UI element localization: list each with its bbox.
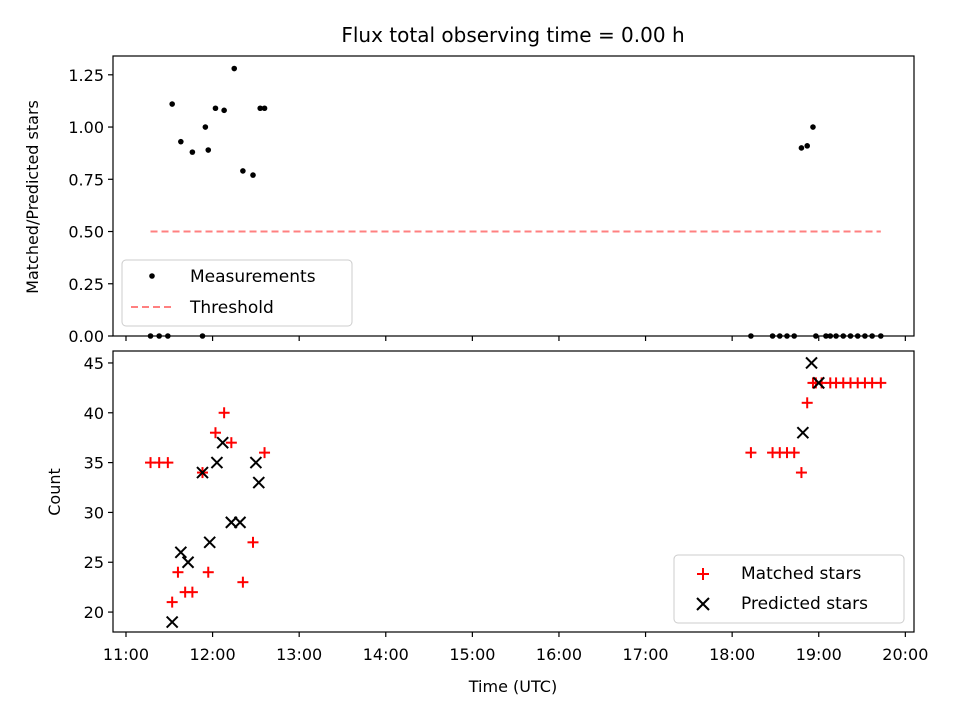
- predicted-star-point: [252, 476, 265, 489]
- top-panel-title: Flux total observing time = 0.00 h: [341, 23, 684, 47]
- bottom-y-tick-label: 45: [84, 354, 104, 373]
- predicted-star-point: [796, 426, 810, 439]
- matched-star-point: [218, 407, 230, 419]
- predicted-star-point: [165, 615, 179, 629]
- legend-measurements-label: Measurements: [190, 267, 316, 287]
- bottom-y-tick-label: 40: [84, 404, 104, 423]
- matched-star-point: [209, 427, 221, 439]
- measurement-point: [798, 145, 805, 151]
- top-y-tick-label: 1.00: [68, 118, 104, 137]
- top-y-tick-label: 1.25: [68, 66, 104, 85]
- measurement-point: [202, 124, 209, 130]
- top-y-tick-label: 0.75: [68, 170, 104, 189]
- predicted-star-point: [249, 456, 263, 469]
- legend-predicted-label: Predicted stars: [741, 594, 868, 614]
- predicted-star-point: [174, 546, 188, 559]
- matched-star-point: [225, 437, 237, 449]
- bottom-panel: Count Time (UTC) 20 25 30 35 40 45 11:00 12:00…: [45, 350, 928, 696]
- measurement-point: [169, 101, 175, 107]
- bottom-x-tick-label: 12:00: [190, 645, 236, 664]
- matched-star-point: [202, 566, 214, 578]
- bottom-x-tick-label: 18:00: [709, 645, 755, 664]
- predicted-star-point: [805, 356, 818, 370]
- top-y-axis-label: Matched/Predicted stars: [23, 100, 42, 294]
- top-panel: Flux total observing time = 0.00 h Match…: [23, 23, 915, 346]
- measurement-point: [804, 143, 810, 149]
- bottom-y-tick-label: 30: [84, 503, 104, 522]
- legend-threshold-label: Threshold: [189, 298, 274, 318]
- predicted-star-point: [233, 516, 247, 529]
- matched-star-point: [186, 586, 198, 598]
- matched-star-point: [162, 457, 174, 469]
- measurement-point: [205, 147, 212, 153]
- bottom-legend: Matched stars Predicted stars: [673, 554, 905, 624]
- top-legend: Measurements Threshold: [121, 259, 353, 327]
- predicted-star-point: [181, 556, 195, 569]
- measurements-legend-marker: [149, 273, 155, 279]
- top-legend-box: [121, 259, 353, 327]
- bottom-plot-frame: [112, 350, 915, 633]
- matched-legend-marker: [697, 568, 709, 580]
- bottom-y-tick-label: 25: [84, 553, 104, 572]
- measurement-point: [221, 107, 227, 114]
- measurement-point: [261, 105, 268, 112]
- predicted-star-point: [210, 456, 224, 469]
- bottom-x-tick-label: 19:00: [796, 645, 842, 664]
- bottom-legend-box: [673, 554, 905, 624]
- predicted-star-point: [203, 536, 216, 549]
- bottom-y-tick-label: 35: [84, 454, 104, 473]
- top-y-ticks: 0.00 0.25 0.50 0.75 1.00 1.25: [68, 66, 113, 346]
- top-x-ticks: [125, 336, 906, 341]
- matched-star-point: [788, 447, 800, 459]
- bottom-x-tick-label: 20:00: [882, 645, 928, 664]
- measurement-point: [178, 138, 184, 145]
- bottom-x-tick-label: 14:00: [363, 645, 409, 664]
- predicted-star-point: [196, 466, 209, 479]
- bottom-y-axis-label: Count: [45, 468, 64, 516]
- measurement-point: [212, 105, 219, 112]
- predicted-star-point: [216, 436, 229, 449]
- matched-star-point: [259, 447, 271, 459]
- predicted-legend-marker: [696, 597, 710, 611]
- matched-star-point: [166, 596, 178, 608]
- bottom-y-ticks: 20 25 30 35 40 45: [84, 354, 113, 622]
- matched-star-point: [247, 536, 259, 548]
- top-plot-frame: [112, 55, 915, 337]
- bottom-x-tick-label: 13:00: [276, 645, 322, 664]
- top-y-tick-label: 0.00: [68, 327, 104, 346]
- bottom-x-tick-label: 17:00: [623, 645, 669, 664]
- predicted-star-point: [812, 376, 825, 390]
- matched-stars-points: [145, 377, 887, 608]
- bottom-x-tick-label: 16:00: [536, 645, 582, 664]
- legend-matched-label: Matched stars: [741, 564, 861, 584]
- matched-star-point: [237, 576, 249, 588]
- top-y-tick-label: 0.50: [68, 223, 104, 242]
- matched-star-point: [172, 566, 184, 578]
- matched-star-point: [795, 467, 807, 479]
- predicted-stars-points: [165, 356, 825, 629]
- measurement-point: [810, 124, 816, 130]
- matched-star-point: [801, 397, 813, 409]
- measurement-point: [231, 65, 238, 72]
- matched-star-point: [875, 377, 887, 389]
- bottom-y-tick-label: 20: [84, 603, 104, 622]
- bottom-x-tick-label: 15:00: [449, 645, 495, 664]
- measurement-point: [189, 149, 196, 155]
- measurement-point: [240, 168, 246, 174]
- measurement-point: [257, 105, 264, 112]
- bottom-x-tick-label: 11:00: [103, 645, 149, 664]
- top-y-tick-label: 0.25: [68, 275, 104, 294]
- measurement-point: [250, 172, 256, 178]
- x-axis-label: Time (UTC): [468, 677, 557, 696]
- bottom-x-ticks: 11:00 12:00 13:00 14:00 15:00 16:00 17:00 18:00…: [103, 632, 928, 664]
- matched-star-point: [745, 447, 757, 459]
